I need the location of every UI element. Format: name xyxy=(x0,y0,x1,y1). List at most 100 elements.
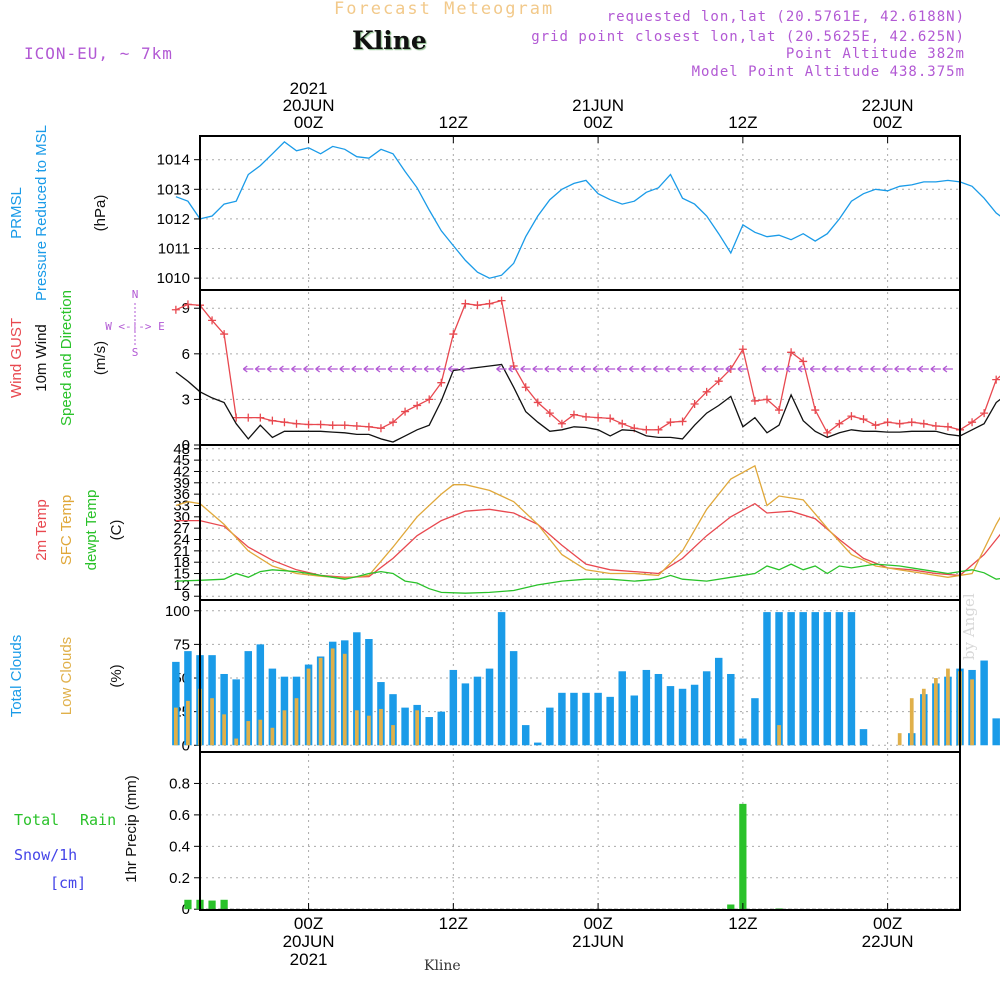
cloud-bar-total xyxy=(835,612,844,746)
wind-direction-arrow xyxy=(906,365,917,373)
gust-marker xyxy=(376,424,385,433)
wind-direction-arrow xyxy=(737,365,748,373)
compass-west-east: W <-|-> E xyxy=(105,320,165,333)
cloud-bar-total xyxy=(268,668,277,746)
y-tick-label: 36 xyxy=(173,486,190,503)
wind-direction-arrow xyxy=(846,365,857,373)
y-tick-label: 3 xyxy=(182,391,190,408)
gust-marker xyxy=(280,418,289,427)
gust-marker xyxy=(895,419,904,428)
panel-label: (C) xyxy=(108,520,125,541)
panel-label: PRMSL xyxy=(8,187,25,239)
cloud-bar-total xyxy=(678,688,687,746)
wind-direction-arrow xyxy=(291,365,302,373)
gust-marker xyxy=(232,413,241,422)
panel-label: 1hr Precip (mm) xyxy=(123,775,140,883)
panel-label: (hPa) xyxy=(92,195,109,232)
gust-marker xyxy=(340,421,349,430)
gust-marker xyxy=(557,419,566,428)
cloud-bar-low xyxy=(970,679,974,746)
gust-marker xyxy=(304,420,313,429)
time-label-bottom: 00Z xyxy=(294,914,323,933)
time-label-bottom: 22JUN xyxy=(862,932,914,951)
wind-direction-arrow xyxy=(315,365,326,373)
wind-direction-arrow xyxy=(327,365,338,373)
wind-direction-arrow xyxy=(628,365,640,373)
cloud-bar-low xyxy=(222,714,226,746)
wind-direction-arrow xyxy=(363,365,374,373)
y-tick-label: 0.2 xyxy=(169,870,190,887)
y-tick-label: 18 xyxy=(173,554,190,571)
wind-direction-arrow xyxy=(882,365,893,373)
precip-bar xyxy=(727,904,735,910)
cloud-bar-low xyxy=(934,678,938,746)
cloud-bar-total xyxy=(232,679,240,746)
wind-direction-arrow xyxy=(496,365,507,373)
gust-marker xyxy=(183,300,192,309)
series-line-dewpt xyxy=(175,563,1000,594)
cloud-bar-total xyxy=(727,673,735,746)
gust-marker xyxy=(799,357,808,366)
cloud-bar-total xyxy=(256,644,265,746)
gust-marker xyxy=(521,383,530,392)
cloud-bar-total xyxy=(449,669,458,746)
cloud-bar-total xyxy=(485,668,494,746)
precip-bar xyxy=(220,899,228,910)
series-line-temp2m xyxy=(175,502,1000,578)
time-label-bottom: 12Z xyxy=(439,914,468,933)
panel-label: 10m Wind xyxy=(33,324,50,392)
cloud-bar-total xyxy=(666,686,675,746)
wind-direction-arrow xyxy=(532,365,543,373)
cloud-bar-total xyxy=(980,660,988,746)
cloud-bar-low xyxy=(306,668,311,746)
panel-precip: 0 0.2 0.4 0.6 0.8 1hr Precip (mm) Total RainSno… xyxy=(14,751,961,918)
wind-direction-arrow xyxy=(701,365,712,373)
cloud-bar-total xyxy=(702,671,711,746)
time-label-top: 12Z xyxy=(728,113,757,132)
time-label-top: 00Z xyxy=(873,113,902,132)
y-tick-label: 39 xyxy=(173,475,190,492)
gust-marker xyxy=(413,401,422,410)
wind-direction-arrow xyxy=(870,365,881,373)
wind-direction-arrow xyxy=(544,365,555,373)
wind-direction-arrow xyxy=(689,365,700,373)
time-label-bottom: 2021 xyxy=(290,950,328,969)
time-label-top: 12Z xyxy=(439,113,468,132)
gust-marker xyxy=(871,421,880,430)
y-tick-label: 1014 xyxy=(157,152,190,169)
wind-direction-arrow xyxy=(580,365,592,373)
wind-direction-arrow xyxy=(339,365,350,373)
compass-south: S xyxy=(132,346,139,359)
cloud-bar-low xyxy=(294,698,299,746)
panel-label: Wind GUST xyxy=(8,318,25,398)
y-tick-label: 75 xyxy=(173,636,190,653)
y-tick-label: 100 xyxy=(165,603,190,620)
cloud-bar-low xyxy=(897,733,902,746)
gust-marker xyxy=(389,418,398,427)
wind-direction-arrow xyxy=(435,365,447,373)
gust-marker xyxy=(943,422,952,431)
y-tick-label: 6 xyxy=(182,346,190,363)
wind-direction-arrow xyxy=(653,365,664,373)
wind-direction-arrow xyxy=(677,365,688,373)
precip-snow-label: Snow/1h xyxy=(14,846,77,864)
y-tick-label: 0 xyxy=(182,437,190,454)
cloud-bar-total xyxy=(558,692,566,746)
gust-marker xyxy=(968,418,977,427)
model-label: ICON-EU, ~ 7km xyxy=(24,44,173,63)
cloud-bar-total xyxy=(630,695,639,746)
wind-direction-arrow xyxy=(375,365,386,373)
wind-direction-arrow xyxy=(520,365,531,373)
gust-marker xyxy=(618,419,627,428)
cloud-bar-total xyxy=(594,692,602,746)
cloud-bar-low xyxy=(210,698,214,746)
time-label-top: 00Z xyxy=(294,113,323,132)
cloud-bar-total xyxy=(425,717,433,746)
cloud-bar-total xyxy=(365,639,373,746)
panel-wind: 0 3 6 9 Wind GUST 10m Wind Speed and Direction… xyxy=(8,288,1000,454)
cloud-bar-low xyxy=(318,657,323,746)
wind-direction-arrow xyxy=(399,365,411,373)
wind-direction-arrow xyxy=(508,365,519,373)
cloud-bar-total xyxy=(992,718,1000,746)
